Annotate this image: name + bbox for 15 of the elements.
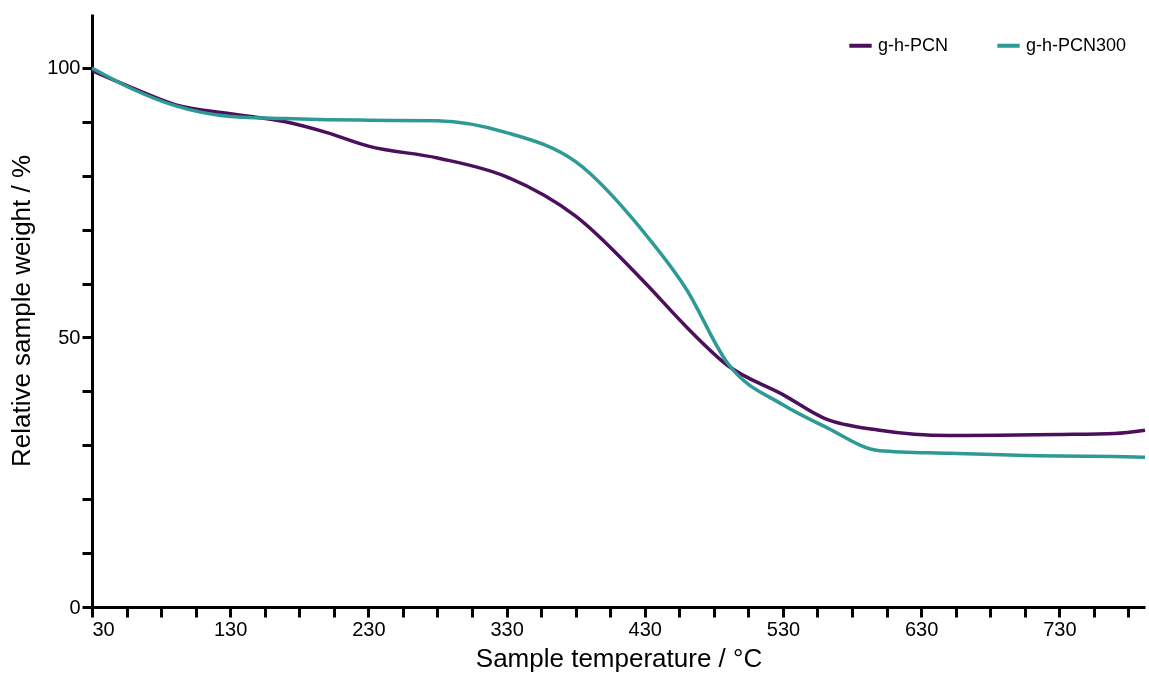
x-axis-title: Sample temperature / °C: [475, 642, 763, 673]
x-tick-label: 430: [628, 617, 662, 640]
x-tick-label: 530: [766, 617, 801, 640]
legend-label: g-h-PCN300: [1026, 34, 1127, 55]
x-tick-label: 630: [904, 617, 939, 640]
x-tick-label: 230: [352, 617, 386, 640]
x-tick-label: 30: [92, 617, 115, 640]
x-tick-label: 130: [214, 617, 248, 640]
x-tick-label: 330: [490, 617, 524, 640]
y-tick-label: 50: [58, 325, 81, 348]
y-axis-title: Relative sample weight / %: [6, 154, 37, 468]
y-tick-label: 100: [47, 56, 81, 79]
legend-label: g-h-PCN: [878, 34, 949, 55]
x-tick-label: 730: [1043, 617, 1077, 640]
y-tick-label: 0: [69, 595, 81, 618]
